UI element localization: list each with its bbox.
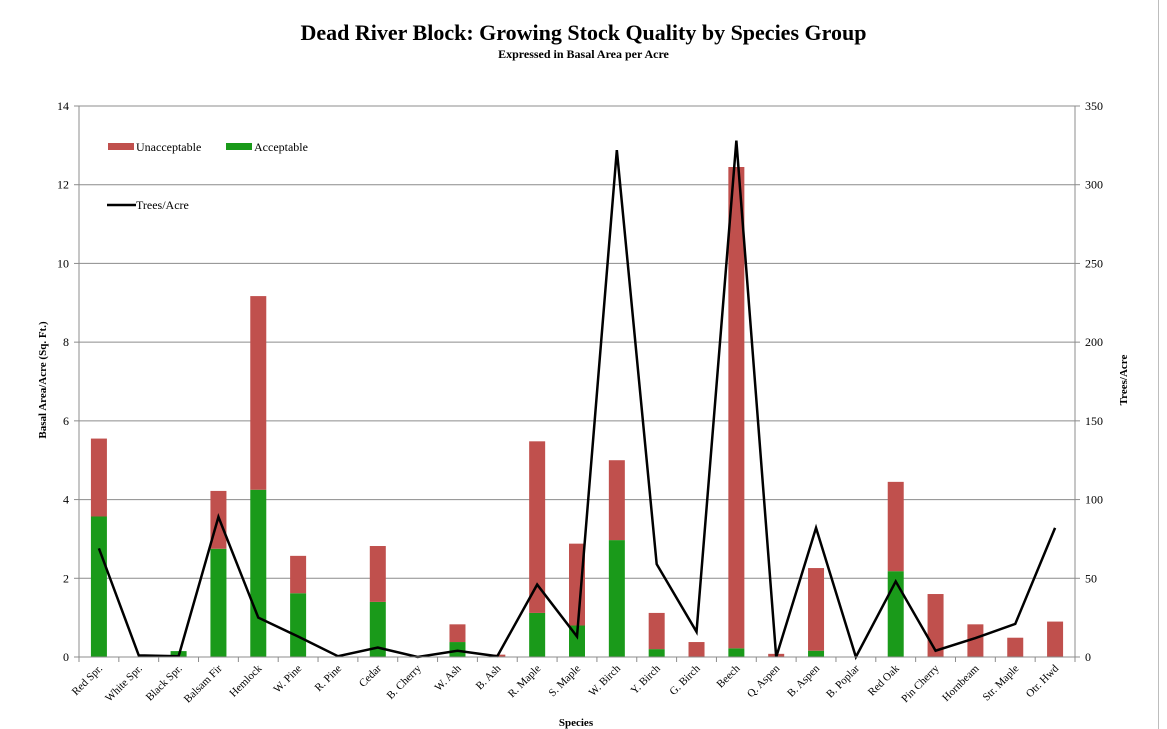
x-tick-label: Pin Cherry [899, 662, 942, 705]
bar-unacceptable [608, 460, 625, 541]
bar-acceptable [210, 548, 227, 657]
chart-subtitle: Expressed in Basal Area per Acre [498, 47, 669, 61]
y-tick-label: 10 [57, 256, 69, 270]
x-tick-label: B. Aspen [785, 662, 822, 699]
x-tick-label: B. Poplar [824, 662, 862, 700]
bar-unacceptable [728, 167, 745, 649]
bar-unacceptable [569, 543, 585, 626]
x-tick-label: Red Oak [866, 662, 902, 698]
bars [90, 167, 1064, 657]
bar-unacceptable [250, 296, 267, 490]
bar-unacceptable [1007, 637, 1024, 657]
y2-tick-label: 200 [1085, 335, 1103, 349]
y-axis-label: Basal Area/Acre (Sq. Ft.) [37, 321, 49, 439]
bar-unacceptable [369, 546, 386, 602]
x-tick-label: Q. Aspen [745, 662, 783, 700]
y-tick-label: 8 [63, 335, 69, 349]
trees-per-acre-series [97, 140, 1057, 661]
legend-label-unacceptable: Unacceptable [136, 140, 201, 154]
x-tick-label: B. Ash [474, 662, 504, 692]
bar-unacceptable [808, 568, 825, 651]
x-tick-label: G. Birch [667, 662, 703, 698]
bar-acceptable [250, 489, 267, 657]
x-tick-label: Str. Maple [980, 663, 1021, 704]
bar-unacceptable [927, 594, 944, 657]
bar-acceptable [887, 571, 904, 657]
x-tick-label: Y. Birch [629, 662, 664, 697]
gridlines [79, 105, 1075, 579]
legend-swatch-unacceptable [108, 143, 134, 150]
bar-acceptable [808, 650, 825, 657]
y2-tick-label: 300 [1085, 178, 1103, 192]
bar-acceptable [608, 540, 625, 657]
y-tick-label: 0 [63, 650, 69, 664]
x-tick-label: R. Maple [506, 663, 544, 701]
bar-unacceptable [967, 624, 984, 657]
y2-tick-label: 100 [1085, 493, 1103, 507]
bar-acceptable [290, 593, 307, 657]
bar-acceptable [569, 625, 585, 657]
bar-unacceptable [449, 624, 466, 643]
bar-unacceptable [688, 642, 705, 657]
x-tick-label: Black Spr. [144, 662, 185, 703]
y2-tick-label: 250 [1085, 256, 1103, 270]
x-tick-label: Hornbeam [940, 662, 982, 704]
bar-unacceptable [529, 441, 546, 613]
y-tick-label: 12 [57, 178, 69, 192]
x-axis-label: Species [559, 717, 594, 729]
x-tick-label: Cedar [357, 662, 384, 689]
x-tick-label: W. Pine [271, 663, 304, 696]
y2-tick-label: 0 [1085, 650, 1091, 664]
x-tick-label: W. Ash [432, 662, 463, 693]
y2-tick-label: 150 [1085, 414, 1103, 428]
y-tick-label: 2 [63, 571, 69, 585]
y-tick-label: 6 [63, 414, 69, 428]
y-tick-label: 14 [57, 99, 69, 113]
bar-unacceptable [648, 612, 665, 650]
bar-unacceptable [1047, 621, 1064, 657]
bar-acceptable [728, 648, 745, 657]
legend-swatch-acceptable [226, 143, 252, 150]
bar-unacceptable [290, 555, 307, 594]
chart-title: Dead River Block: Growing Stock Quality … [300, 20, 867, 45]
x-tick-label: S. Maple [547, 663, 584, 700]
bar-acceptable [369, 601, 386, 657]
x-tick-label: Red Spr. [70, 662, 105, 697]
x-tick-label: Beech [715, 662, 743, 690]
y-tick-label: 4 [63, 493, 69, 507]
x-tick-label: Hemlock [227, 662, 264, 699]
y2-axis-label: Trees/Acre [1118, 355, 1130, 406]
y2-tick-label: 50 [1085, 571, 1097, 585]
bar-unacceptable [90, 438, 107, 517]
x-tick-label: R. Pine [313, 663, 344, 694]
x-tick-label: Otr. Hwd [1024, 662, 1062, 700]
x-tick-label: White Spr. [103, 662, 145, 704]
bar-acceptable [648, 649, 665, 657]
legend: Unacceptable Acceptable Trees/Acre [107, 140, 308, 212]
legend-label-acceptable: Acceptable [254, 140, 308, 154]
bar-unacceptable [887, 481, 904, 572]
x-tick-label: B. Cherry [385, 662, 425, 702]
x-tick-label: Balsam Fir [182, 662, 225, 705]
bar-acceptable [529, 612, 546, 657]
legend-label-trees: Trees/Acre [136, 198, 189, 212]
y2-tick-label: 350 [1085, 99, 1103, 113]
trees-per-acre-line [97, 140, 1057, 661]
x-tick-label: W. Birch [587, 662, 624, 699]
bar-acceptable [90, 516, 107, 657]
